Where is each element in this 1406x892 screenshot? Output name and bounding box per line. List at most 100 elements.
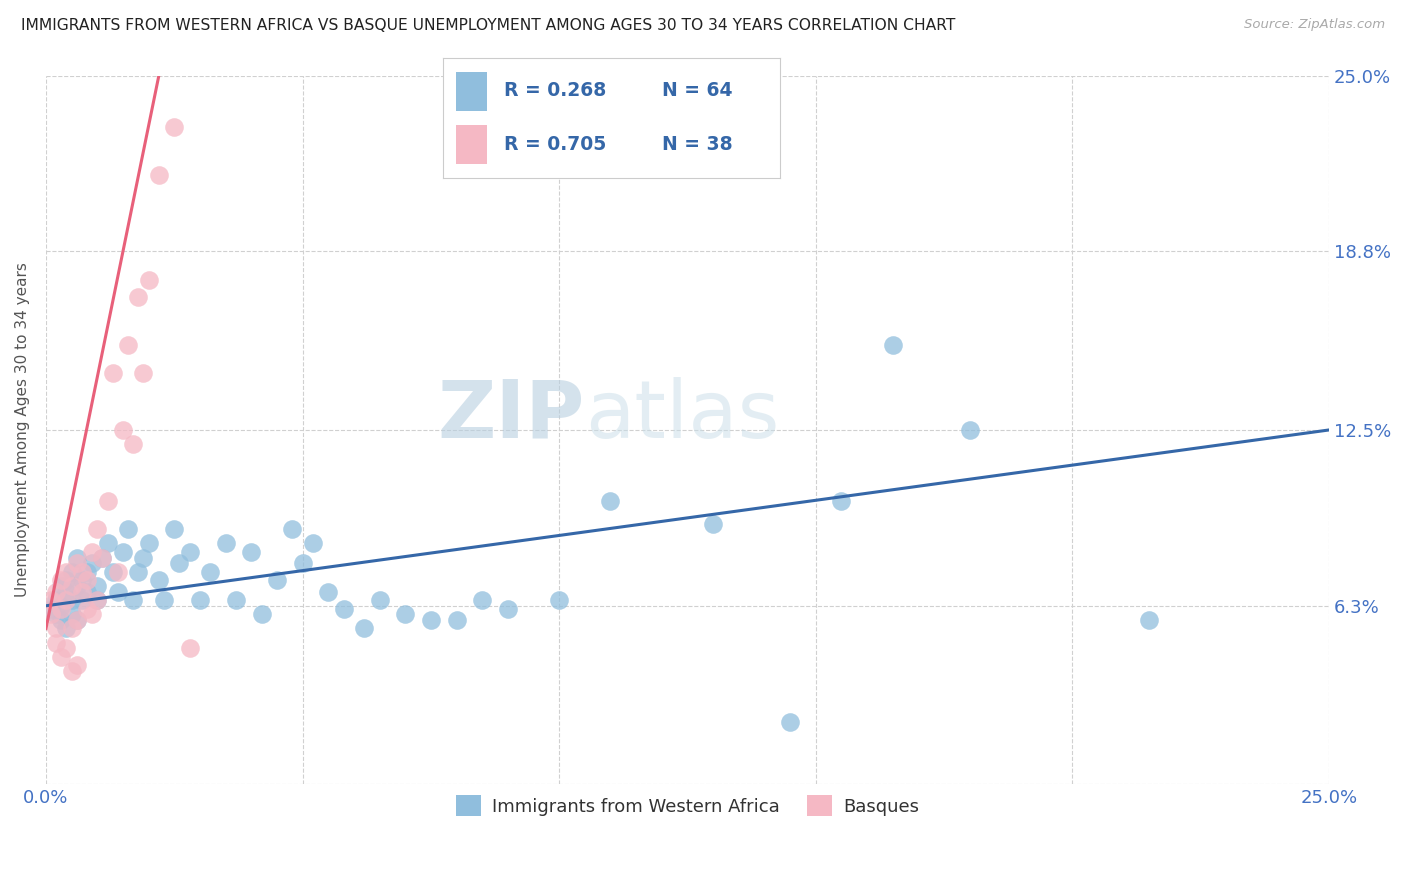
Point: [66, 613, 89, 627]
Point: [96, 536, 118, 550]
Point: [55, 574, 77, 588]
Point: [291, 556, 314, 570]
Point: [60, 622, 83, 636]
Point: [250, 607, 273, 622]
Point: [70, 593, 93, 607]
Point: [76, 574, 98, 588]
Point: [66, 613, 89, 627]
Point: [96, 494, 118, 508]
Point: [132, 550, 155, 565]
Point: [82, 545, 104, 559]
Point: [55, 565, 77, 579]
Point: [301, 536, 323, 550]
Point: [60, 607, 83, 622]
Text: IMMIGRANTS FROM WESTERN AFRICA VS BASQUE UNEMPLOYMENT AMONG AGES 30 TO 34 YEARS : IMMIGRANTS FROM WESTERN AFRICA VS BASQUE…: [21, 18, 956, 33]
Point: [82, 607, 104, 622]
Point: [117, 338, 139, 352]
Point: [51, 599, 73, 613]
Point: [214, 536, 236, 550]
Point: [111, 423, 134, 437]
Point: [45, 622, 67, 636]
Point: [60, 565, 83, 579]
Point: [51, 649, 73, 664]
Point: [779, 714, 801, 729]
Point: [959, 423, 981, 437]
Point: [101, 366, 124, 380]
Point: [316, 584, 339, 599]
Point: [70, 574, 93, 588]
Point: [66, 579, 89, 593]
Point: [82, 556, 104, 570]
Point: [76, 565, 98, 579]
Text: atlas: atlas: [585, 376, 779, 455]
Point: [66, 550, 89, 565]
Point: [138, 536, 160, 550]
Point: [39, 601, 62, 615]
Point: [91, 550, 114, 565]
Point: [51, 613, 73, 627]
Point: [266, 574, 288, 588]
Point: [188, 593, 211, 607]
Point: [281, 522, 304, 536]
Point: [132, 366, 155, 380]
Point: [91, 550, 114, 565]
Point: [76, 601, 98, 615]
Point: [394, 607, 416, 622]
Point: [419, 613, 441, 627]
Point: [153, 593, 176, 607]
Point: [882, 338, 904, 352]
Point: [45, 635, 67, 649]
Point: [163, 120, 186, 134]
Point: [39, 607, 62, 622]
Point: [446, 613, 468, 627]
Text: R = 0.268: R = 0.268: [503, 81, 606, 100]
Point: [122, 593, 145, 607]
Point: [548, 593, 571, 607]
Point: [55, 593, 77, 607]
Point: [122, 437, 145, 451]
Point: [225, 593, 247, 607]
Point: [117, 522, 139, 536]
Point: [127, 565, 149, 579]
Point: [51, 574, 73, 588]
Point: [702, 516, 724, 531]
Point: [66, 658, 89, 673]
Point: [55, 584, 77, 599]
Point: [138, 273, 160, 287]
Text: ZIP: ZIP: [437, 376, 585, 455]
Point: [45, 607, 67, 622]
Text: N = 64: N = 64: [662, 81, 733, 100]
Bar: [457, 126, 486, 164]
Point: [60, 579, 83, 593]
Point: [39, 593, 62, 607]
Text: N = 38: N = 38: [662, 136, 733, 154]
Point: [163, 522, 186, 536]
Point: [127, 290, 149, 304]
Point: [86, 593, 108, 607]
Point: [60, 664, 83, 678]
Point: [76, 584, 98, 599]
Point: [86, 593, 108, 607]
Point: [45, 584, 67, 599]
Point: [101, 565, 124, 579]
Point: [70, 584, 93, 599]
Point: [1137, 613, 1160, 627]
Point: [45, 593, 67, 607]
Point: [148, 574, 170, 588]
Point: [86, 522, 108, 536]
Point: [198, 565, 221, 579]
Point: [148, 168, 170, 182]
Point: [240, 545, 263, 559]
Point: [179, 545, 201, 559]
Text: R = 0.705: R = 0.705: [503, 136, 606, 154]
Point: [86, 579, 108, 593]
Point: [51, 579, 73, 593]
Point: [353, 622, 375, 636]
Point: [70, 565, 93, 579]
Point: [55, 641, 77, 656]
Point: [179, 641, 201, 656]
Point: [55, 622, 77, 636]
Text: Source: ZipAtlas.com: Source: ZipAtlas.com: [1244, 18, 1385, 31]
Point: [169, 556, 191, 570]
Bar: [457, 72, 486, 111]
